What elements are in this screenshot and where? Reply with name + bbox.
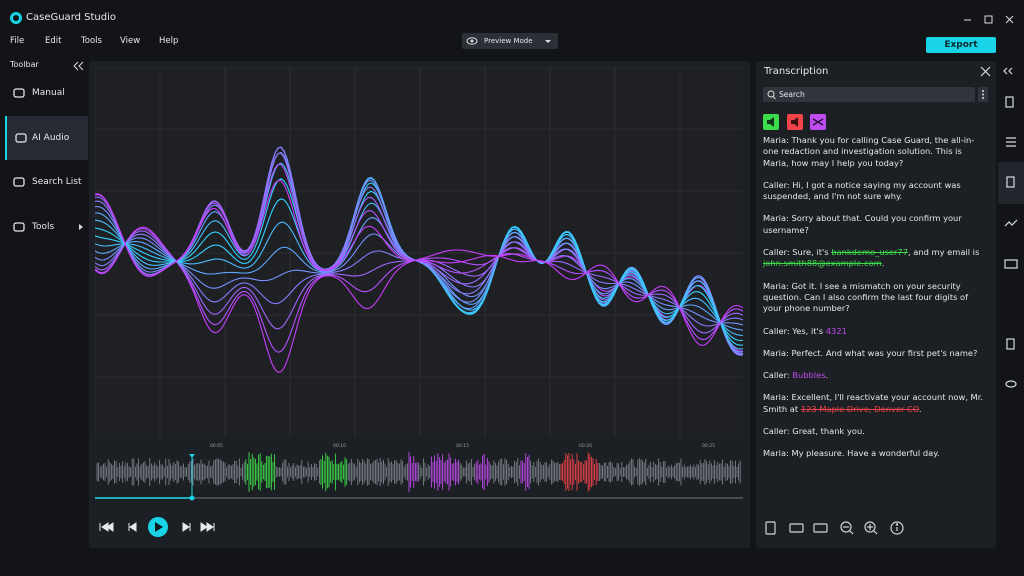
toolbar-label: Manual [32,88,65,98]
toolbar-item[interactable]: Manual [0,71,86,115]
timeline-label: 00:05 [210,444,223,449]
redacted-entity[interactable]: john.smith88@example.com [763,258,882,269]
toolbar-title: Toolbar [10,60,39,69]
menu-item[interactable]: File [10,36,25,46]
transcript-line: Maria: Perfect. And what was your first … [763,348,985,359]
collapse-toolbar[interactable] [73,61,85,71]
transcript-text: Maria: Perfect. And what was your first … [763,347,978,358]
audio-visualization [95,67,743,437]
search-placeholder: Search [779,90,805,99]
transcript-line: Caller: Hi, I got a notice saying my acc… [763,180,985,203]
toolbar-icon [15,132,27,143]
window-controls[interactable] [958,12,1020,26]
toolbar-item[interactable]: Search List [0,160,86,204]
transcript-line: Maria: Thank you for calling Case Guard,… [763,135,985,169]
transcript-line: Caller: Bubbles. [763,370,985,381]
timeline-label: 00:15 [456,444,469,449]
export-button[interactable]: Export [926,37,996,53]
transcript-text: , and my email is [907,247,980,258]
transcript-text: Maria: My pleasure. Have a wonderful day… [763,448,940,459]
transcription-panel [756,61,996,548]
transcript-line: Maria: My pleasure. Have a wonderful day… [763,448,985,459]
transcript-text: Maria: Excellent, I'll reactivate your a… [763,392,983,414]
close-transcription[interactable] [980,66,991,77]
transcript-text: . [825,370,829,381]
redacted-entity[interactable]: 4321 [825,325,847,336]
waveform-timeline[interactable] [95,452,743,504]
toolbar-item[interactable]: AI Audio [5,115,88,160]
transcript-line: Caller: Sure, it's bankdemo_user77, and … [763,247,985,270]
toolbar-icon [13,177,25,187]
toolbar-icon [13,221,25,232]
toolbar-item[interactable]: Tools [0,205,86,249]
toolbar-label: AI Audio [32,132,70,143]
transcript-text: Caller: [763,370,793,381]
toolbar-label: Search List [32,177,82,187]
app-title: CaseGuard Studio [26,12,116,23]
search-options[interactable] [978,87,988,102]
transcript-line: Maria: Excellent, I'll reactivate your a… [763,392,985,415]
transcript-text: Caller: Sure, it's [763,247,832,258]
timeline-label: 00:20 [579,444,592,449]
transcript-text: Caller: Great, thank you. [763,426,865,437]
transcript-line: Maria: Got it. I see a mismatch on your … [763,281,985,315]
redacted-entity[interactable]: 123 Maple Drive, Denver CO [800,403,920,414]
preview-mode-dropdown[interactable]: Preview Mode [462,33,558,49]
transcript-line: Caller: Yes, it's 4321 [763,326,985,337]
menu-item[interactable]: View [120,36,141,46]
menu-item[interactable]: Edit [45,36,62,46]
search-box[interactable]: Search [763,87,975,102]
preview-mode-label: Preview Mode [484,37,533,45]
playback-controls[interactable] [95,515,225,539]
transcript-line: Maria: Sorry about that. Could you confi… [763,213,985,236]
transcript-text: . [881,258,885,269]
menu-item[interactable]: Tools [81,36,102,46]
transcript-text: Maria: Thank you for calling Case Guard,… [763,135,985,471]
transcript-text: Maria: Thank you for calling Case Guard,… [763,135,975,168]
transcript-text: Caller: Yes, it's [763,325,826,336]
submenu-arrow [79,223,83,230]
app-logo [10,12,22,24]
redacted-entity[interactable]: Bubbles [792,370,826,381]
transcript-text: Maria: Got it. I see a mismatch on your … [763,280,969,314]
timeline-label: 00:10 [333,444,346,449]
redaction-filters[interactable] [763,114,827,130]
toolbar-icon [13,88,25,98]
transcript-text: Caller: Hi, I got a notice saying my acc… [763,179,961,202]
transcript-text: . [919,403,922,414]
timeline-label: 00:25 [702,444,715,449]
transcript-text: Maria: Sorry about that. Could you confi… [763,213,962,235]
wave-ribbon [95,179,743,346]
right-sidebar[interactable] [998,62,1024,402]
transcription-title: Transcription [764,66,829,77]
menu-item[interactable]: Help [159,36,179,46]
toolbar-label: Tools [32,221,55,232]
transcript-line: Caller: Great, thank you. [763,426,985,437]
transcription-tools[interactable] [763,519,908,537]
redacted-entity[interactable]: bankdemo_user77 [831,247,908,258]
